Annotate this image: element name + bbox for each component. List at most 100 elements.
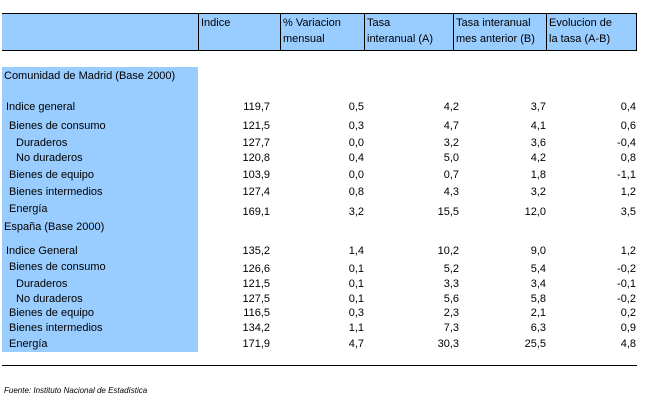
row-label: Bienes intermedios bbox=[9, 322, 103, 334]
table-row: No duraderos 127,5 0,1 5,6 5,8 -0,2 bbox=[0, 291, 672, 307]
table-row: Bienes de consumo 126,6 0,1 5,2 5,4 -0,2 bbox=[0, 259, 672, 275]
cell-evolucion: 0,6 bbox=[620, 120, 636, 132]
cell-evolucion: -0,2 bbox=[617, 293, 636, 305]
cell-variacion: 0,1 bbox=[348, 278, 364, 290]
cell-tasa-a: 4,7 bbox=[443, 120, 459, 132]
cell-indice: 120,8 bbox=[242, 152, 270, 164]
table-row: Bienes de equipo 103,9 0,0 0,7 1,8 -1,1 bbox=[0, 167, 672, 183]
cell-indice: 119,7 bbox=[243, 101, 270, 113]
cell-evolucion: -0,1 bbox=[617, 278, 636, 290]
cell-evolucion: 1,2 bbox=[620, 245, 636, 257]
table-top-border bbox=[2, 13, 637, 14]
table-row: Bienes intermedios 134,2 1,1 7,3 6,3 0,9 bbox=[0, 320, 672, 336]
cell-tasa-b: 3,2 bbox=[530, 186, 546, 198]
cell-variacion: 1,1 bbox=[348, 322, 364, 334]
table-row: Bienes intermedios 127,4 0,8 4,3 3,2 1,2 bbox=[0, 184, 672, 200]
header-tasa-interanual: Tasa interanual (A) bbox=[367, 17, 434, 45]
table-row: Energía 169,1 3,2 15,5 12,0 3,5 bbox=[0, 201, 672, 218]
row-label: Duraderos bbox=[16, 278, 68, 290]
cell-variacion: 0,1 bbox=[348, 263, 364, 275]
section-title-madrid: Comunidad de Madrid (Base 2000) bbox=[4, 70, 176, 82]
table-row: Indice General 135,2 1,4 10,2 9,0 1,2 bbox=[0, 243, 672, 259]
row-label: Indice general bbox=[6, 101, 76, 113]
cell-tasa-a: 0,7 bbox=[443, 169, 459, 181]
cell-variacion: 0,3 bbox=[348, 120, 364, 132]
cell-evolucion: 0,2 bbox=[620, 307, 636, 319]
row-label: Energía bbox=[9, 338, 48, 350]
cell-tasa-a: 4,2 bbox=[443, 101, 459, 113]
header-background bbox=[2, 13, 637, 50]
cell-indice: 127,5 bbox=[242, 293, 270, 305]
cell-evolucion: 0,8 bbox=[620, 152, 636, 164]
header-tasa-mes-anterior: Tasa interanual mes anterior (B) bbox=[456, 17, 535, 45]
cell-tasa-a: 7,3 bbox=[443, 322, 459, 334]
row-label: Indice General bbox=[6, 245, 78, 257]
cell-tasa-b: 5,8 bbox=[530, 293, 546, 305]
section-title-espana: España (Base 2000) bbox=[4, 221, 105, 233]
label-column-background bbox=[2, 67, 198, 352]
cell-variacion: 3,2 bbox=[348, 206, 364, 218]
cell-tasa-b: 9,0 bbox=[530, 245, 546, 257]
cell-variacion: 0,3 bbox=[348, 307, 364, 319]
cell-tasa-a: 2,3 bbox=[443, 307, 459, 319]
cell-evolucion: 3,5 bbox=[620, 206, 636, 218]
table-row: Bienes de equipo 116,5 0,3 2,3 2,1 0,2 bbox=[0, 305, 672, 321]
cell-tasa-b: 4,2 bbox=[530, 152, 546, 164]
column-divider bbox=[546, 13, 547, 50]
table-row: Duraderos 127,7 0,0 3,2 3,6 -0,4 bbox=[0, 135, 672, 151]
row-label: Bienes de consumo bbox=[9, 120, 106, 132]
cell-tasa-b: 1,8 bbox=[530, 169, 546, 181]
cell-evolucion: -1,1 bbox=[617, 169, 636, 181]
table-row: Bienes de consumo 121,5 0,3 4,7 4,1 0,6 bbox=[0, 118, 672, 134]
cell-tasa-a: 3,3 bbox=[443, 278, 459, 290]
cell-variacion: 0,0 bbox=[348, 137, 364, 149]
row-label: Bienes intermedios bbox=[9, 186, 103, 198]
header-indice: Indice bbox=[201, 17, 231, 29]
cell-evolucion: 0,4 bbox=[620, 101, 636, 113]
column-divider bbox=[364, 13, 365, 50]
column-divider bbox=[280, 13, 281, 50]
table-row: Energía 171,9 4,7 30,3 25,5 4,8 bbox=[0, 336, 672, 352]
table-row: No duraderos 120,8 0,4 5,0 4,2 0,8 bbox=[0, 150, 672, 166]
cell-tasa-b: 5,4 bbox=[530, 263, 546, 275]
row-label: Bienes de equipo bbox=[9, 307, 95, 319]
cell-tasa-a: 4,3 bbox=[443, 186, 459, 198]
row-label: Energía bbox=[9, 203, 48, 215]
table-row: Indice general 119,7 0,5 4,2 3,7 0,4 bbox=[0, 99, 672, 115]
cell-indice: 127,7 bbox=[242, 137, 270, 149]
cell-indice: 127,4 bbox=[242, 186, 270, 198]
row-label: Bienes de consumo bbox=[9, 261, 106, 273]
cell-tasa-a: 5,6 bbox=[443, 293, 459, 305]
cell-tasa-b: 25,5 bbox=[524, 338, 546, 350]
cell-evolucion: -0,4 bbox=[617, 137, 636, 149]
cell-tasa-b: 3,7 bbox=[530, 101, 546, 113]
cell-tasa-a: 5,0 bbox=[443, 152, 459, 164]
cell-evolucion: -0,2 bbox=[617, 263, 636, 275]
cell-evolucion: 0,9 bbox=[620, 322, 636, 334]
cell-variacion: 0,8 bbox=[348, 186, 364, 198]
cell-tasa-b: 2,1 bbox=[530, 307, 546, 319]
cell-tasa-b: 3,6 bbox=[530, 137, 546, 149]
row-label: No duraderos bbox=[16, 293, 83, 305]
cell-evolucion: 1,2 bbox=[620, 186, 636, 198]
cell-indice: 135,2 bbox=[242, 245, 270, 257]
table-row: Duraderos 121,5 0,1 3,3 3,4 -0,1 bbox=[0, 276, 672, 292]
cell-tasa-a: 3,2 bbox=[443, 137, 459, 149]
cell-tasa-b: 3,4 bbox=[530, 278, 546, 290]
source-note: Fuente: Instituto Nacional de Estadístic… bbox=[4, 386, 148, 395]
cell-tasa-a: 15,5 bbox=[437, 206, 459, 218]
cell-indice: 116,5 bbox=[243, 307, 270, 319]
cell-indice: 121,5 bbox=[242, 278, 270, 290]
cell-variacion: 4,7 bbox=[348, 338, 364, 350]
cell-tasa-a: 10,2 bbox=[437, 245, 459, 257]
cell-variacion: 0,1 bbox=[348, 293, 364, 305]
cell-indice: 121,5 bbox=[242, 120, 270, 132]
cell-variacion: 1,4 bbox=[348, 245, 364, 257]
cell-variacion: 0,0 bbox=[348, 169, 364, 181]
row-label: No duraderos bbox=[16, 152, 83, 164]
cell-tasa-b: 4,1 bbox=[530, 120, 546, 132]
cell-tasa-a: 5,2 bbox=[443, 263, 459, 275]
column-divider bbox=[636, 13, 637, 50]
header-variacion-mensual: % Variacion mensual bbox=[283, 17, 341, 45]
cell-indice: 126,6 bbox=[242, 263, 270, 275]
